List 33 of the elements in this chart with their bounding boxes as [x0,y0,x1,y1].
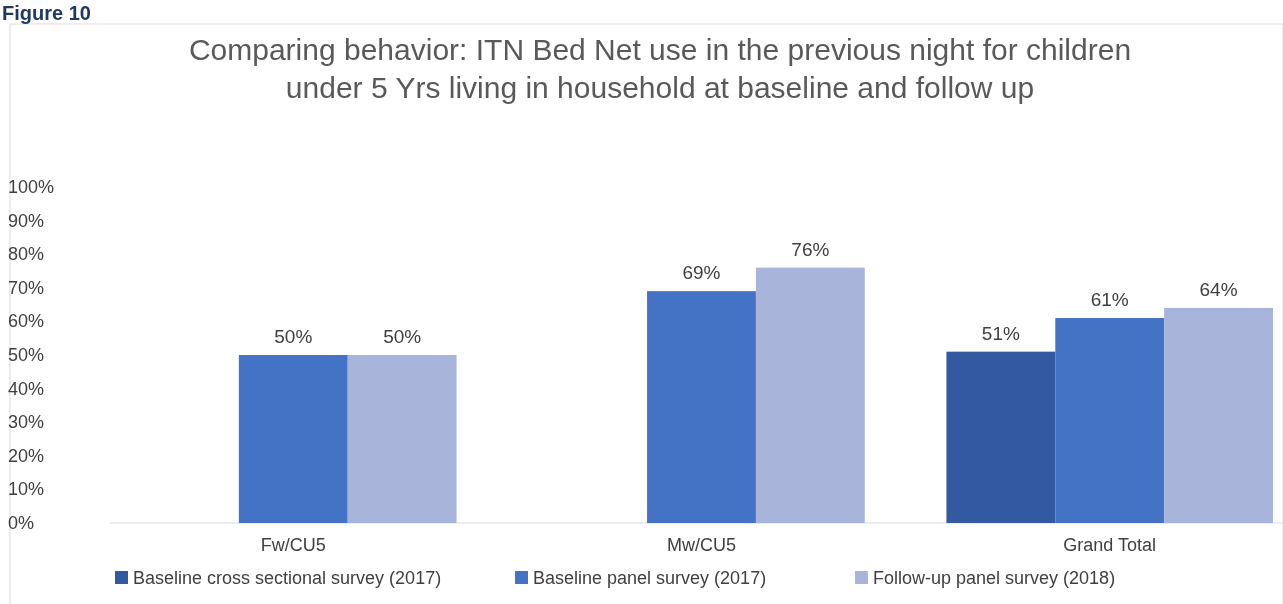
bar [1055,318,1165,523]
y-tick-label: 100% [8,177,55,197]
bar [647,291,756,523]
data-label: 69% [682,262,721,284]
data-label: 64% [1199,278,1238,300]
bar [238,355,348,523]
bar [347,355,457,523]
bar [946,351,1056,523]
legend-label: Baseline cross sectional survey (2017) [133,568,442,588]
y-tick-label: 30% [8,412,45,433]
y-tick-label: 40% [8,378,45,399]
y-tick-label: 60% [8,311,45,332]
y-tick-label: 70% [8,277,45,298]
y-tick-label: 90% [8,210,45,231]
bar [755,267,865,523]
legend-label: Follow-up panel survey (2018) [873,568,1116,588]
chart-title: Comparing behavior: ITN Bed Net use in the previous night for children under 5 Yrs living in household at baseline and follow up [188,33,1132,104]
caption: Figure 10 [2,2,91,24]
y-tick-label: 20% [8,445,45,466]
y-tick-label: 10% [8,479,45,500]
bar [1164,307,1273,523]
y-tick-label: 0% [8,513,35,533]
x-tick-label: Mw/CU5 [666,535,737,555]
data-label: 61% [1090,289,1129,311]
y-tick-label: 50% [8,345,45,365]
data-label: 50% [383,326,422,347]
x-tick-label: Fw/CU5 [260,535,326,555]
data-label: 51% [981,322,1020,344]
legend-label: Baseline panel survey (2017) [533,568,767,588]
data-label: 50% [274,326,313,347]
y-tick-label: 80% [8,244,45,265]
data-label: 76% [791,238,830,260]
x-tick-label: Grand Total [1063,535,1157,555]
